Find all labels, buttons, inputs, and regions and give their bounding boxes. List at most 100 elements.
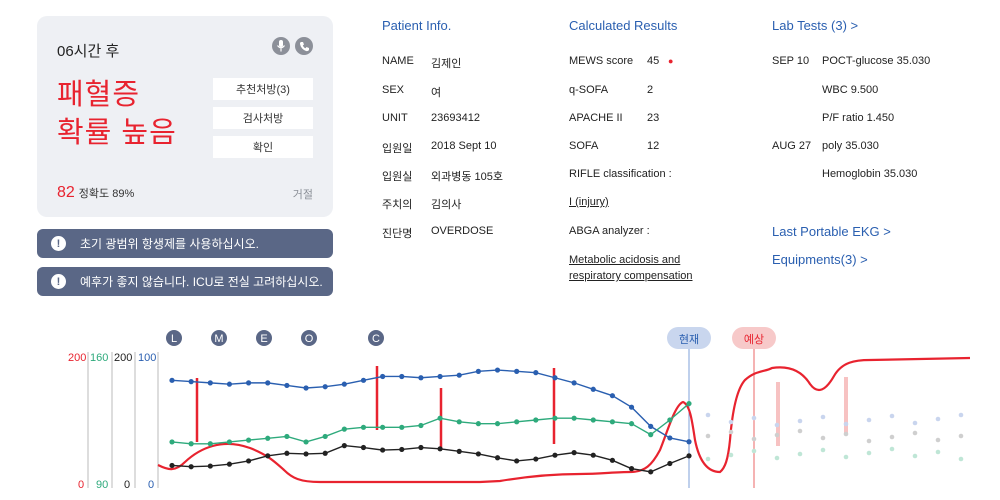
event-marker-o[interactable]: O bbox=[301, 330, 317, 346]
data-point[interactable] bbox=[360, 377, 367, 383]
lab-tests-link[interactable]: Lab Tests (3) > bbox=[772, 18, 859, 33]
data-point[interactable] bbox=[552, 415, 558, 421]
data-point[interactable] bbox=[628, 466, 635, 472]
data-point[interactable] bbox=[686, 439, 692, 445]
data-point[interactable] bbox=[494, 367, 501, 373]
event-marker-c[interactable]: C bbox=[368, 330, 384, 346]
data-point[interactable] bbox=[399, 446, 405, 453]
data-point[interactable] bbox=[475, 451, 481, 457]
abga-result-line-2[interactable]: respiratory compensation bbox=[569, 270, 693, 282]
equipments-link[interactable]: Equipments(3) > bbox=[772, 252, 868, 267]
data-point[interactable] bbox=[284, 450, 290, 456]
data-point[interactable] bbox=[514, 458, 520, 464]
data-point[interactable] bbox=[399, 373, 405, 380]
data-point[interactable] bbox=[207, 463, 213, 469]
data-point[interactable] bbox=[514, 368, 520, 374]
data-point[interactable] bbox=[245, 437, 252, 443]
confirm-button[interactable]: 확인 bbox=[213, 136, 313, 158]
data-point[interactable] bbox=[169, 462, 175, 469]
data-point[interactable] bbox=[360, 444, 367, 451]
portable-ekg-link[interactable]: Last Portable EKG > bbox=[772, 224, 891, 239]
data-point[interactable] bbox=[475, 368, 481, 374]
data-point[interactable] bbox=[399, 424, 405, 430]
data-point[interactable] bbox=[628, 404, 635, 410]
data-point[interactable] bbox=[571, 450, 577, 456]
data-point[interactable] bbox=[265, 453, 271, 459]
data-point[interactable] bbox=[533, 456, 539, 462]
data-point[interactable] bbox=[188, 441, 194, 447]
data-point[interactable] bbox=[284, 382, 290, 389]
data-point[interactable] bbox=[667, 460, 673, 467]
data-point[interactable] bbox=[609, 419, 616, 425]
data-point[interactable] bbox=[494, 455, 501, 461]
data-point[interactable] bbox=[322, 450, 328, 456]
test-order-button[interactable]: 검사처방 bbox=[213, 107, 313, 129]
data-point[interactable] bbox=[169, 439, 175, 445]
event-marker-l[interactable]: L bbox=[166, 330, 182, 346]
data-point[interactable] bbox=[226, 381, 233, 387]
data-point[interactable] bbox=[667, 417, 673, 423]
data-point[interactable] bbox=[571, 415, 577, 421]
data-point[interactable] bbox=[494, 421, 501, 427]
event-marker-m[interactable]: M bbox=[211, 330, 227, 346]
data-point[interactable] bbox=[609, 393, 616, 399]
data-point[interactable] bbox=[552, 452, 558, 458]
data-point[interactable] bbox=[590, 452, 596, 458]
data-point[interactable] bbox=[418, 444, 424, 451]
data-point[interactable] bbox=[169, 377, 175, 383]
data-point[interactable] bbox=[265, 380, 271, 386]
data-point[interactable] bbox=[437, 373, 443, 380]
data-point[interactable] bbox=[418, 422, 424, 429]
data-point[interactable] bbox=[475, 421, 481, 427]
data-point[interactable] bbox=[341, 426, 347, 432]
abga-result-line-1[interactable]: Metabolic acidosis and bbox=[569, 254, 681, 266]
data-point[interactable] bbox=[245, 458, 252, 464]
data-point[interactable] bbox=[609, 457, 616, 463]
data-point[interactable] bbox=[456, 372, 462, 378]
data-point[interactable] bbox=[590, 417, 596, 423]
data-point[interactable] bbox=[380, 424, 386, 430]
data-point[interactable] bbox=[207, 380, 213, 386]
data-point[interactable] bbox=[341, 381, 347, 387]
data-point[interactable] bbox=[648, 423, 654, 429]
data-point[interactable] bbox=[590, 386, 596, 392]
data-point[interactable] bbox=[265, 435, 271, 441]
data-point[interactable] bbox=[226, 461, 233, 467]
data-point[interactable] bbox=[456, 448, 462, 454]
reject-button[interactable]: 거절 bbox=[292, 189, 313, 201]
data-point[interactable] bbox=[303, 385, 309, 391]
data-point[interactable] bbox=[341, 443, 347, 449]
data-point[interactable] bbox=[188, 464, 194, 470]
microphone-icon[interactable] bbox=[272, 37, 290, 55]
data-point[interactable] bbox=[226, 439, 233, 445]
phone-icon[interactable] bbox=[295, 37, 313, 55]
data-point[interactable] bbox=[686, 453, 692, 459]
data-point[interactable] bbox=[628, 421, 635, 427]
data-point[interactable] bbox=[514, 419, 520, 425]
data-point[interactable] bbox=[571, 380, 577, 386]
recommended-orders-button[interactable]: 추천처방(3) bbox=[213, 78, 313, 100]
data-point[interactable] bbox=[533, 370, 539, 376]
rifle-value-link[interactable]: I (injury) bbox=[569, 196, 609, 208]
forecast-time-tag[interactable]: 예상 bbox=[744, 333, 764, 346]
data-point[interactable] bbox=[648, 469, 654, 475]
data-point[interactable] bbox=[648, 432, 654, 438]
data-point[interactable] bbox=[533, 417, 539, 423]
data-point[interactable] bbox=[188, 379, 194, 385]
data-point[interactable] bbox=[686, 400, 692, 407]
data-point[interactable] bbox=[207, 441, 213, 447]
data-point[interactable] bbox=[418, 375, 424, 381]
data-point[interactable] bbox=[437, 446, 443, 452]
event-marker-e[interactable]: E bbox=[256, 330, 272, 346]
data-point[interactable] bbox=[667, 435, 673, 441]
data-point[interactable] bbox=[245, 380, 252, 386]
current-time-tag[interactable]: 현재 bbox=[679, 333, 699, 346]
data-point[interactable] bbox=[303, 451, 309, 457]
data-point[interactable] bbox=[284, 433, 290, 440]
data-point[interactable] bbox=[360, 424, 367, 430]
data-point[interactable] bbox=[380, 447, 386, 453]
data-point[interactable] bbox=[303, 439, 309, 445]
data-point[interactable] bbox=[380, 373, 386, 380]
data-point[interactable] bbox=[437, 415, 443, 421]
data-point[interactable] bbox=[456, 419, 462, 425]
